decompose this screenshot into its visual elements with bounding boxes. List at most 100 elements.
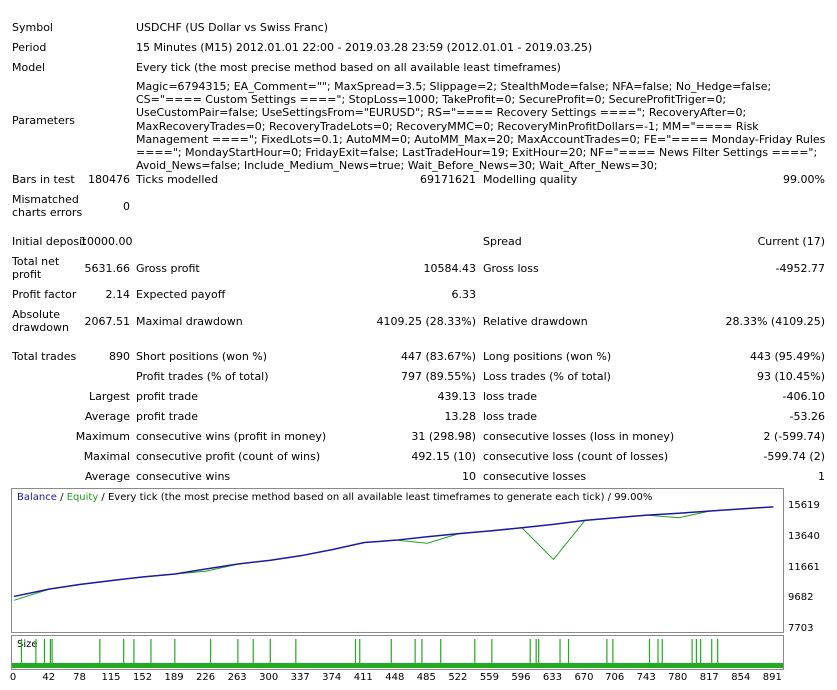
x-tick-label: 448 [385,672,405,683]
balance-chart: Balance / Equity / Every tick (the most … [11,488,784,633]
max-consec-losses-value: 2 (-599.74) [763,430,825,443]
size-bar [354,639,357,663]
size-bar [491,639,493,663]
legend-balance: Balance [17,492,57,503]
size-bar [99,639,101,663]
size-bar [648,639,651,663]
deposit-label: Initial deposit [12,235,87,248]
size-bar [123,639,125,663]
size-bar [474,639,476,663]
y-tick-label: 15619 [788,500,820,512]
balance-line [13,506,774,598]
size-bar [559,639,561,663]
model-value: Every tick (the most precise method base… [136,61,561,74]
x-tick-label: 780 [668,672,688,683]
size-chart: Size [11,635,784,670]
netprofit-label-2: profit [12,268,42,281]
x-tick-label: 817 [699,672,719,683]
quality-label: Modelling quality [483,173,578,186]
x-tick-label: 854 [731,672,751,683]
size-bar [35,639,37,663]
size-bar [414,639,416,663]
period-value: 15 Minutes (M15) 2012.01.01 22:00 - 2019… [136,41,593,54]
short-label: Short positions (won %) [136,350,268,363]
size-label: Size [17,639,38,650]
x-tick-label: 374 [322,672,342,683]
largest-profit-value: 439.13 [437,390,477,403]
x-tick-label: 411 [353,672,373,683]
grossloss-value: -4952.77 [775,262,825,275]
spread-label: Spread [483,235,522,248]
pf-label: Profit factor [12,288,77,301]
avg-consec-wins-label: consecutive wins [136,470,231,483]
size-bar [717,639,719,663]
size-bar [567,639,570,663]
x-tick-label: 189 [164,672,184,683]
size-bar [174,639,176,663]
short-value: 447 (83.67%) [400,350,476,363]
y-tick-label: 11661 [788,561,820,573]
size-bar [535,639,537,663]
x-tick-label: 226 [196,672,216,683]
avg-consec-wins-value: 10 [462,470,476,483]
ptrades-label: Profit trades (% of total) [136,370,269,383]
size-bar [49,639,51,663]
average-loss-value: -53.26 [789,410,825,423]
size-bar [661,639,663,663]
maximal-label: Maximal [83,450,130,463]
chart-legend: Balance / Equity / Every tick (the most … [17,492,652,503]
size-bar [150,639,152,663]
payoff-label: Expected payoff [136,288,226,301]
y-tick-label: 7703 [788,623,814,634]
absdd-label-2: drawdown [12,321,69,334]
size-bar [711,639,713,663]
equity-line [13,506,774,601]
legend-equity: Equity [66,492,99,503]
size-bar [612,639,614,663]
pf-value: 2.14 [105,288,131,301]
long-value: 443 (95.49%) [749,350,825,363]
size-bar [51,639,53,663]
max-consec-profit-value: 492.15 (10) [411,450,476,463]
x-tick-label: 706 [605,672,625,683]
parameters-value: Magic=6794315; EA_Comment=""; MaxSpread=… [136,80,826,173]
size-bar [43,639,46,663]
mismatch-label-2: charts errors [12,206,83,219]
maximum-label: Maximum [75,430,130,443]
avg-consec-losses-label: consecutive losses [483,470,587,483]
grossprofit-value: 10584.43 [423,262,477,275]
x-tick-label: 42 [42,672,56,683]
size-plot [12,639,783,668]
max-consec-loss-count-label: consecutive loss (count of losses) [483,450,669,463]
reldd-value: 28.33% (4109.25) [725,315,825,328]
y-tick-label: 13640 [788,531,820,542]
size-bar [440,639,442,663]
size-bar [695,639,697,663]
quality-value: 99.00% [783,173,825,186]
x-tick-label: 743 [636,672,656,683]
legend-description: / Every tick (the most precise method ba… [98,492,653,503]
reldd-label: Relative drawdown [483,315,588,328]
largest-loss-value: -406.10 [782,390,825,403]
size-bar [691,639,693,663]
parameters-label: Parameters [12,114,75,127]
x-tick-label: 152 [132,672,153,683]
largest-loss-label: loss trade [483,390,538,403]
x-tick-label: 670 [574,672,594,683]
avg-consec-losses-value: 1 [818,470,825,483]
model-label: Model [12,61,46,74]
absdd-label-1: Absolute [12,308,61,321]
ticks-label: Ticks modelled [136,173,219,186]
x-tick-label: 78 [73,672,86,683]
average-loss-label: loss trade [483,410,538,423]
max-consec-losses-label: consecutive losses (loss in money) [483,430,675,443]
trades-value: 890 [109,350,130,363]
netprofit-value: 5631.66 [84,262,131,275]
size-bar [237,639,239,663]
average2-label: Average [84,470,130,483]
trades-label: Total trades [12,350,77,363]
x-tick-label: 633 [542,672,562,683]
size-baseline [12,663,783,668]
x-tick-label: 115 [101,672,121,683]
average-profit-label: profit trade [136,410,199,423]
